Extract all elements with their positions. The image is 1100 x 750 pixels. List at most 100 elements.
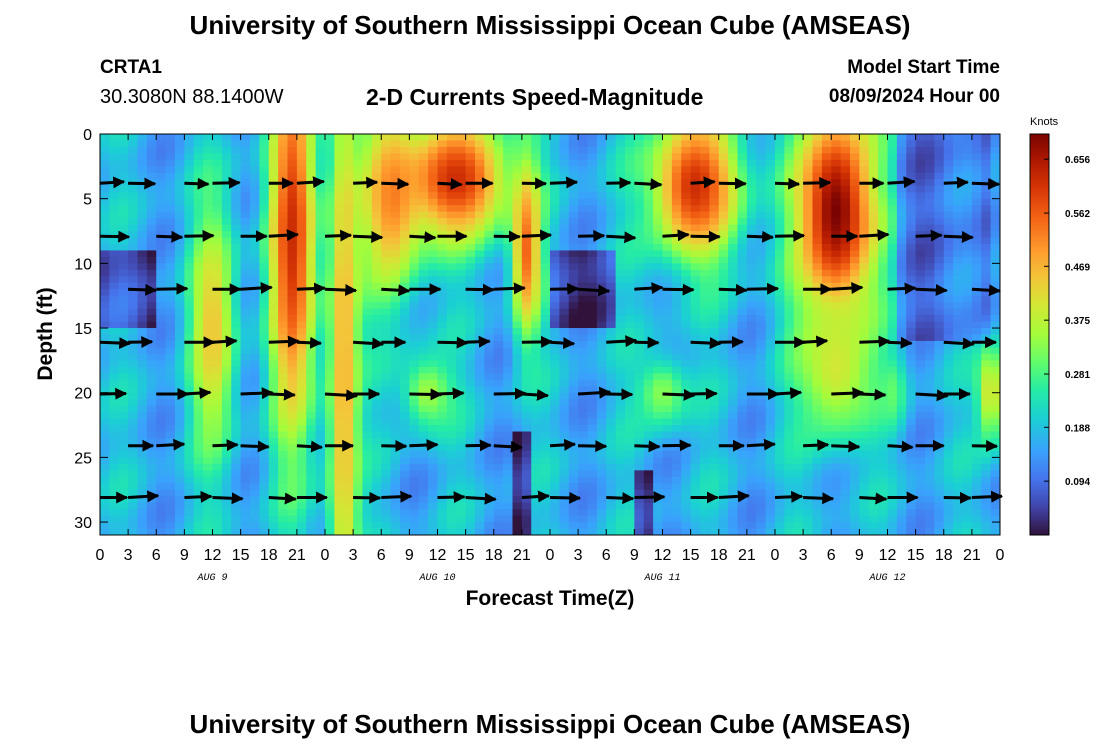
- heatmap-cell: [212, 211, 223, 219]
- heatmap-cell: [587, 276, 598, 284]
- heatmap-cell: [643, 483, 654, 491]
- heatmap-cell: [700, 522, 710, 529]
- heatmap-cell: [681, 450, 692, 458]
- heatmap-cell: [578, 315, 588, 322]
- heatmap-cell: [287, 237, 298, 245]
- heatmap-cell: [568, 379, 579, 387]
- heatmap-cell: [512, 528, 523, 536]
- heatmap-cell: [212, 457, 223, 465]
- heatmap-cell: [587, 146, 598, 154]
- heatmap-cell: [446, 269, 457, 277]
- heatmap-cell: [812, 166, 823, 174]
- heatmap-cell: [362, 250, 373, 258]
- heatmap-cell: [512, 146, 523, 154]
- heatmap-cell: [671, 509, 682, 516]
- heatmap-cell: [109, 483, 120, 491]
- heatmap-cell: [840, 437, 851, 445]
- heatmap-cell: [268, 289, 279, 297]
- heatmap-cell: [287, 489, 298, 497]
- heatmap-cell: [475, 360, 485, 368]
- heatmap-cell: [343, 360, 354, 368]
- heatmap-cell: [643, 224, 654, 232]
- heatmap-cell: [568, 153, 579, 161]
- heatmap-cell: [737, 243, 748, 251]
- heatmap-cell: [203, 315, 213, 322]
- heatmap-cell: [625, 256, 635, 264]
- heatmap-cell: [240, 522, 251, 529]
- heatmap-cell: [503, 483, 513, 491]
- heatmap-cell: [521, 153, 532, 161]
- heatmap-cell: [315, 243, 326, 251]
- heatmap-cell: [503, 263, 513, 271]
- heatmap-cell: [418, 509, 429, 516]
- heatmap-cell: [231, 457, 242, 465]
- heatmap-cell: [165, 134, 176, 141]
- heatmap-cell: [700, 483, 710, 491]
- heatmap-cell: [625, 444, 635, 452]
- heatmap-cell: [137, 211, 148, 219]
- heatmap-cell: [221, 263, 232, 271]
- heatmap-cell: [493, 528, 504, 536]
- heatmap-cell: [765, 353, 776, 361]
- heatmap-cell: [446, 340, 457, 348]
- heatmap-cell: [278, 515, 288, 523]
- heatmap-cell: [606, 360, 617, 368]
- heatmap-cell: [118, 437, 129, 445]
- heatmap-cell: [718, 250, 729, 258]
- heatmap-cell: [409, 205, 420, 213]
- heatmap-cell: [231, 483, 242, 491]
- heatmap-cell: [390, 211, 401, 219]
- heatmap-cell: [728, 250, 738, 258]
- heatmap-cell: [231, 328, 242, 335]
- heatmap-cell: [737, 463, 748, 471]
- heatmap-cell: [568, 250, 579, 258]
- heatmap-cell: [371, 470, 382, 478]
- heatmap-cell: [334, 373, 345, 381]
- heatmap-cell: [793, 509, 804, 516]
- heatmap-cell: [287, 192, 298, 200]
- heatmap-cell: [315, 269, 326, 277]
- heatmap-cell: [615, 392, 626, 400]
- heatmap-cell: [493, 522, 504, 529]
- heatmap-cell: [484, 425, 495, 432]
- heatmap-cell: [428, 302, 438, 310]
- heatmap-cell: [850, 295, 860, 303]
- heatmap-cell: [418, 379, 429, 387]
- heatmap-cell: [362, 289, 373, 297]
- heatmap-cell: [700, 295, 710, 303]
- heatmap-cell: [671, 483, 682, 491]
- heatmap-cell: [681, 515, 692, 523]
- heatmap-cell: [287, 282, 298, 290]
- heatmap-cell: [465, 166, 476, 174]
- heatmap-cell: [278, 198, 288, 206]
- heatmap-cell: [428, 218, 438, 225]
- heatmap-cell: [109, 205, 120, 213]
- heatmap-cell: [681, 308, 692, 316]
- heatmap-cell: [156, 276, 167, 284]
- heatmap-cell: [315, 522, 326, 529]
- heatmap-cell: [287, 444, 298, 452]
- heatmap-cell: [531, 302, 542, 310]
- heatmap-cell: [287, 308, 298, 316]
- heatmap-cell: [268, 295, 279, 303]
- heatmap-cell: [503, 392, 513, 400]
- heatmap-cell: [559, 295, 570, 303]
- heatmap-cell: [671, 502, 682, 510]
- heatmap-cell: [315, 366, 326, 374]
- heatmap-cell: [362, 321, 373, 329]
- heatmap-cell: [484, 483, 495, 491]
- heatmap-cell: [521, 360, 532, 368]
- heatmap-cell: [268, 269, 279, 277]
- heatmap-cell: [568, 392, 579, 400]
- heatmap-cell: [250, 522, 260, 529]
- heatmap-cell: [306, 476, 317, 484]
- heatmap-cell: [559, 522, 570, 529]
- heatmap-cell: [437, 457, 448, 465]
- heatmap-cell: [175, 379, 185, 387]
- heatmap-cell: [756, 360, 767, 368]
- heatmap-cell: [390, 269, 401, 277]
- heatmap-cell: [521, 295, 532, 303]
- heatmap-cell: [737, 308, 748, 316]
- heatmap-cell: [784, 269, 795, 277]
- heatmap-cell: [409, 522, 420, 529]
